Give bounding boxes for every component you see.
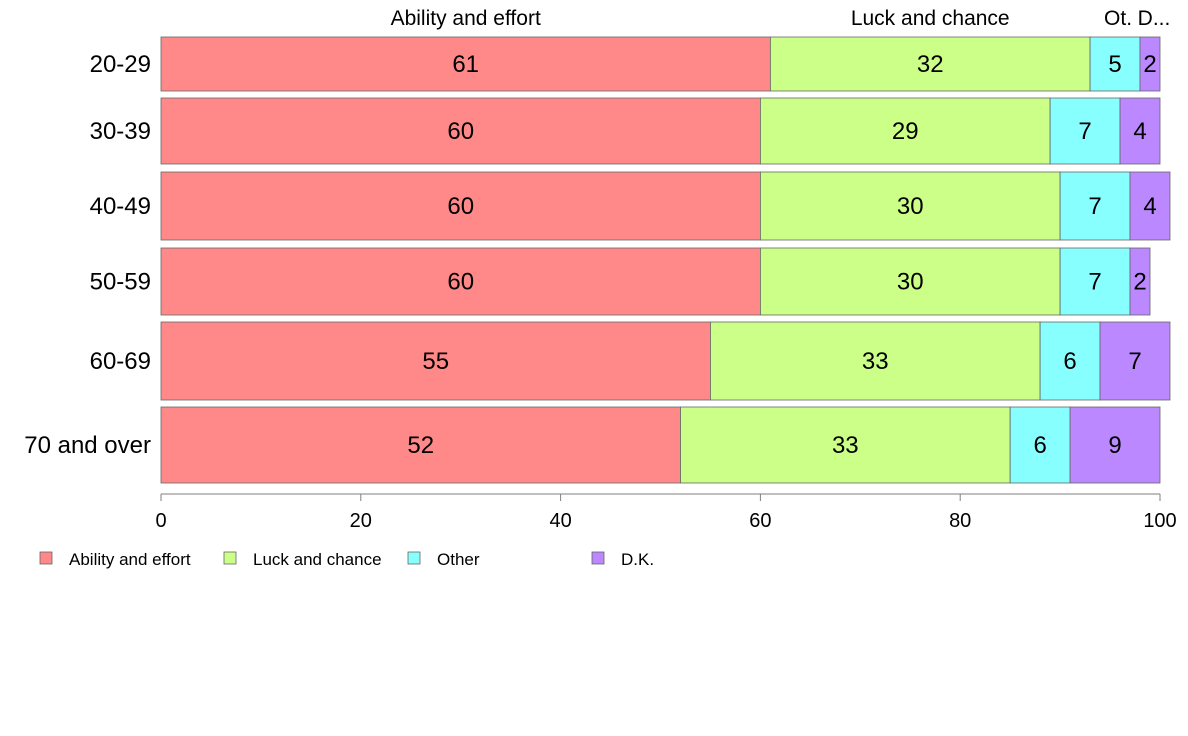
data-label: 61: [452, 51, 479, 78]
top-label: Luck and chance: [851, 7, 1010, 30]
legend-label: Luck and chance: [253, 550, 382, 569]
bar-60-69-d-k: [1099, 321, 1171, 401]
data-label: 7: [1088, 269, 1101, 296]
data-label: 33: [832, 432, 859, 459]
category-label: 50-59: [90, 269, 151, 296]
bar-70-and-over-d-k: [1069, 406, 1161, 484]
bar-30-39-luck-and-chance: [760, 97, 1051, 165]
data-label: 30: [897, 269, 924, 296]
legend-swatch-ability-and-effort: [39, 551, 53, 565]
data-label: 4: [1133, 118, 1146, 145]
legend-label: Other: [437, 550, 480, 569]
bar-70-and-over-other: [1009, 406, 1071, 484]
data-label: 32: [917, 51, 944, 78]
x-tick-label: 20: [350, 510, 372, 532]
data-label: 2: [1143, 51, 1156, 78]
legend-swatch-luck-and-chance: [223, 551, 237, 565]
x-axis: 0 20 40 60 80 100: [155, 493, 1177, 532]
bar-30-39-d-k: [1119, 97, 1161, 165]
data-label: 30: [897, 193, 924, 220]
category-label: 30-39: [90, 118, 151, 145]
data-label: 52: [407, 432, 434, 459]
bar-70-and-over-ability-and-effort: [160, 406, 681, 484]
bar-20-29-ability-and-effort: [160, 36, 771, 92]
data-label: 2: [1133, 269, 1146, 296]
bar-40-49-other: [1059, 171, 1131, 241]
data-label: 33: [862, 348, 889, 375]
data-label: 60: [447, 269, 474, 296]
bar-50-59-ability-and-effort: [160, 247, 761, 316]
bar-50-59-luck-and-chance: [760, 247, 1061, 316]
data-label: 29: [892, 118, 919, 145]
bar-20-29-luck-and-chance: [769, 36, 1091, 92]
data-label: 55: [422, 348, 449, 375]
bar-50-59-d-k: [1129, 247, 1151, 316]
data-label: 6: [1063, 348, 1076, 375]
x-tick-label: 40: [549, 510, 571, 532]
legend-swatch-other: [407, 551, 421, 565]
category-label: 40-49: [90, 193, 151, 220]
data-label: 60: [447, 118, 474, 145]
bar-40-49-luck-and-chance: [760, 171, 1061, 241]
data-label: 6: [1033, 432, 1046, 459]
x-tick-label: 100: [1143, 510, 1176, 532]
legend: Ability and effort Luck and chance Other D.…: [39, 550, 654, 569]
top-label: Ability and effort: [391, 7, 541, 30]
legend-label: D.K.: [621, 550, 654, 569]
category-label: 20-29: [90, 51, 151, 78]
bar-30-39-other: [1049, 97, 1121, 165]
bar-20-29-d-k: [1139, 36, 1161, 92]
bar-60-69-other: [1039, 321, 1101, 401]
bar-30-39-ability-and-effort: [160, 97, 761, 165]
bars: 61 32 5 260 29 7 460 30 7 460 30 7 255 33 6 752 33 6 9: [160, 36, 1171, 484]
category-label: 60-69: [90, 348, 151, 375]
top-series-labels: Ability and effort Luck and chance Ot. D...: [391, 7, 1171, 30]
bar-70-and-over-luck-and-chance: [680, 406, 1011, 484]
data-label: 7: [1078, 118, 1091, 145]
data-label: 60: [447, 193, 474, 220]
x-tick-label: 80: [949, 510, 971, 532]
bar-50-59-other: [1059, 247, 1131, 316]
data-label: 7: [1088, 193, 1101, 220]
top-label: D...: [1138, 7, 1171, 30]
category-labels: 20-29 30-39 40-49 50-59 60-69 70 and over: [24, 51, 151, 459]
legend-swatch-d-k: [591, 551, 605, 565]
category-label: 70 and over: [24, 432, 151, 459]
x-tick-label: 0: [155, 510, 166, 532]
bar-20-29-other: [1089, 36, 1141, 92]
data-label: 5: [1108, 51, 1121, 78]
legend-label: Ability and effort: [69, 550, 191, 569]
x-tick-label: 60: [749, 510, 771, 532]
data-label: 7: [1128, 348, 1141, 375]
data-label: 4: [1143, 193, 1156, 220]
data-label: 9: [1108, 432, 1121, 459]
top-label: Ot.: [1104, 7, 1132, 30]
bar-40-49-ability-and-effort: [160, 171, 761, 241]
bar-40-49-d-k: [1129, 171, 1171, 241]
